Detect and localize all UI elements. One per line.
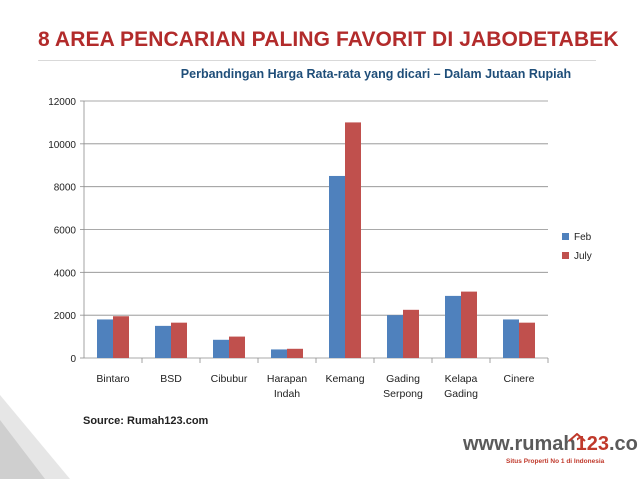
y-tick-label: 8000 [54, 183, 77, 194]
x-tick-label: Kemang [325, 373, 364, 385]
bar-feb [97, 319, 113, 358]
slide-title: 8 AREA PENCARIAN PALING FAVORIT DI JABOD… [38, 28, 619, 51]
bar-feb [503, 319, 519, 358]
source-note: Source: Rumah123.com [83, 415, 209, 427]
bar-feb [445, 295, 461, 358]
bar-july [519, 322, 535, 358]
title-divider [38, 60, 596, 61]
house-icon [568, 433, 586, 442]
legend-swatch-feb [562, 233, 569, 240]
x-tick-label: Gading [444, 388, 478, 400]
brand-number: 123 [575, 433, 609, 455]
bar-july [229, 336, 245, 358]
x-tick-label: Cibubur [211, 373, 248, 385]
x-tick-label: Kelapa [445, 373, 478, 385]
bar-feb [271, 349, 287, 358]
bar-july [345, 122, 361, 359]
brand-suffix: .com [608, 433, 638, 455]
y-tick-label: 4000 [54, 268, 77, 279]
legend-label-july: July [574, 251, 592, 262]
bar-feb [213, 339, 229, 358]
chart-subtitle: Perbandingan Harga Rata-rata yang dicari… [180, 67, 572, 81]
y-tick-label: 0 [70, 354, 76, 365]
bar-july [113, 316, 129, 358]
brand-tagline: Situs Properti No 1 di Indonesia [506, 458, 605, 465]
bar-july [171, 322, 187, 358]
bar-feb [387, 315, 403, 358]
legend-swatch-july [562, 252, 569, 259]
x-tick-label: BSD [160, 373, 182, 385]
y-tick-label: 6000 [54, 226, 77, 237]
brand-prefix: www.rumah [463, 433, 576, 455]
x-tick-label: Indah [274, 388, 300, 400]
legend-label-feb: Feb [574, 232, 592, 243]
y-tick-label: 2000 [54, 311, 77, 322]
x-tick-label: Harapan [267, 373, 307, 385]
x-tick-label: Cinere [504, 373, 535, 385]
y-tick-label: 10000 [48, 140, 76, 151]
bar-july [403, 309, 419, 358]
x-tick-label: Serpong [383, 388, 423, 400]
brand-logo: www.rumah123.com [463, 433, 638, 461]
x-tick-label: Bintaro [96, 373, 129, 385]
bar-july [461, 291, 477, 358]
x-tick-label: Gading [386, 373, 420, 385]
bar-july [287, 348, 303, 358]
bar-feb [155, 325, 171, 358]
bar-feb [329, 175, 345, 358]
y-tick-label: 12000 [48, 97, 76, 108]
